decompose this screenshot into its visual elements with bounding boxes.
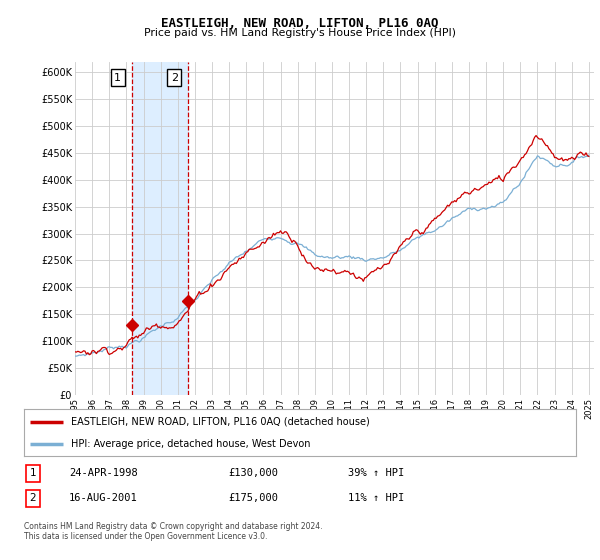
- Text: Price paid vs. HM Land Registry's House Price Index (HPI): Price paid vs. HM Land Registry's House …: [144, 28, 456, 38]
- Text: 2: 2: [29, 493, 37, 503]
- Text: 16-AUG-2001: 16-AUG-2001: [69, 493, 138, 503]
- Text: 1: 1: [115, 73, 121, 83]
- Text: £130,000: £130,000: [228, 468, 278, 478]
- Text: HPI: Average price, detached house, West Devon: HPI: Average price, detached house, West…: [71, 438, 310, 449]
- Text: 11% ↑ HPI: 11% ↑ HPI: [348, 493, 404, 503]
- Text: 39% ↑ HPI: 39% ↑ HPI: [348, 468, 404, 478]
- Text: EASTLEIGH, NEW ROAD, LIFTON, PL16 0AQ (detached house): EASTLEIGH, NEW ROAD, LIFTON, PL16 0AQ (d…: [71, 417, 370, 427]
- Text: 1: 1: [29, 468, 37, 478]
- Text: 24-APR-1998: 24-APR-1998: [69, 468, 138, 478]
- Text: Contains HM Land Registry data © Crown copyright and database right 2024.
This d: Contains HM Land Registry data © Crown c…: [24, 522, 323, 542]
- Bar: [131, 62, 188, 395]
- Text: EASTLEIGH, NEW ROAD, LIFTON, PL16 0AQ: EASTLEIGH, NEW ROAD, LIFTON, PL16 0AQ: [161, 17, 439, 30]
- Text: 2: 2: [171, 73, 178, 83]
- Text: £175,000: £175,000: [228, 493, 278, 503]
